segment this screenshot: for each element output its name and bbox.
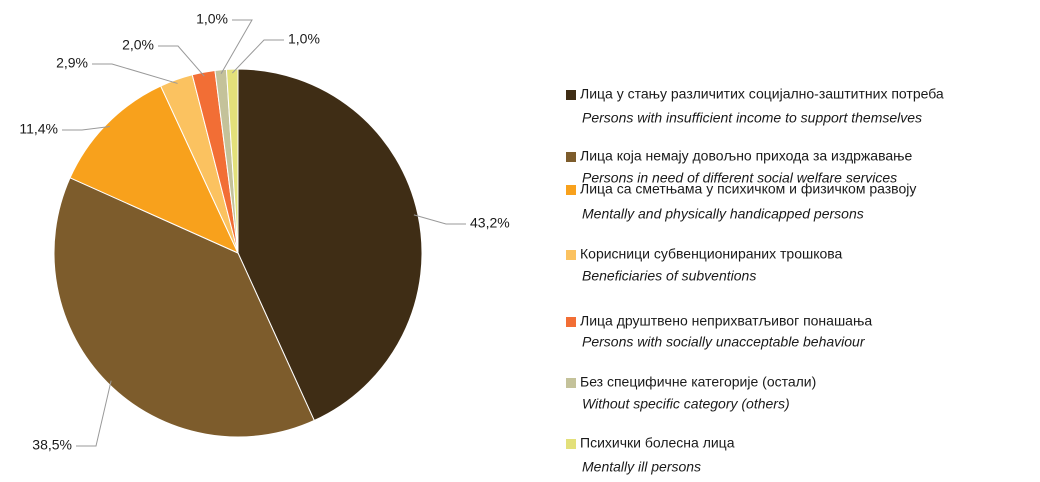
data-label: 2,0%: [122, 37, 154, 53]
legend-label: Лица у стању различитих социјално-заштит…: [580, 86, 944, 102]
pie-slice: [69, 85, 240, 255]
data-label: 38,5%: [32, 437, 72, 453]
leader-line: [413, 214, 466, 225]
data-label: 1,0%: [288, 31, 320, 47]
data-label: 11,4%: [19, 121, 58, 137]
legend-swatch: [566, 152, 576, 162]
legend-label-en: Mentally ill persons: [582, 459, 701, 475]
leader-line: [231, 39, 284, 74]
legend-label: Психички болесна лица: [580, 435, 735, 451]
leader-line: [92, 63, 178, 84]
leader-line: [158, 45, 205, 77]
leader-line: [76, 380, 112, 447]
legend-swatch: [566, 185, 576, 195]
data-label: 2,9%: [56, 55, 88, 71]
legend-label-en: Persons with insufficient income to supp…: [582, 110, 922, 126]
legend-swatch: [566, 317, 576, 327]
legend-label-en: Mentally and physically handicapped pers…: [582, 206, 864, 222]
legend-swatch: [566, 250, 576, 260]
legend-swatch: [566, 90, 576, 100]
legend-label-en: Beneficiaries of subventions: [582, 268, 756, 284]
pie-slice: [225, 68, 239, 254]
legend-label: Корисници субвенционираних трошкова: [580, 246, 843, 262]
legend-swatch: [566, 439, 576, 449]
legend-label: Лица друштвено неприхватљивог понашања: [580, 313, 872, 329]
leader-line: [62, 126, 110, 131]
legend-swatch: [566, 378, 576, 388]
data-label: 1,0%: [196, 11, 228, 27]
leader-line: [220, 19, 253, 75]
legend-label-en: Without specific category (others): [582, 396, 790, 412]
legend-label-en: Persons in need of different social welf…: [582, 170, 897, 186]
pie-slice: [237, 68, 423, 422]
legend-label: Лица са сметњама у психичком и физичком …: [580, 181, 916, 197]
pie-slice: [53, 177, 315, 438]
legend-label-en: Persons with socially unacceptable behav…: [582, 334, 866, 350]
legend-label: Без специфичне категорије (остали): [580, 374, 816, 390]
legend-label: Лица која немају довољно прихода за издр…: [580, 148, 913, 164]
data-label: 43,2%: [470, 215, 510, 231]
